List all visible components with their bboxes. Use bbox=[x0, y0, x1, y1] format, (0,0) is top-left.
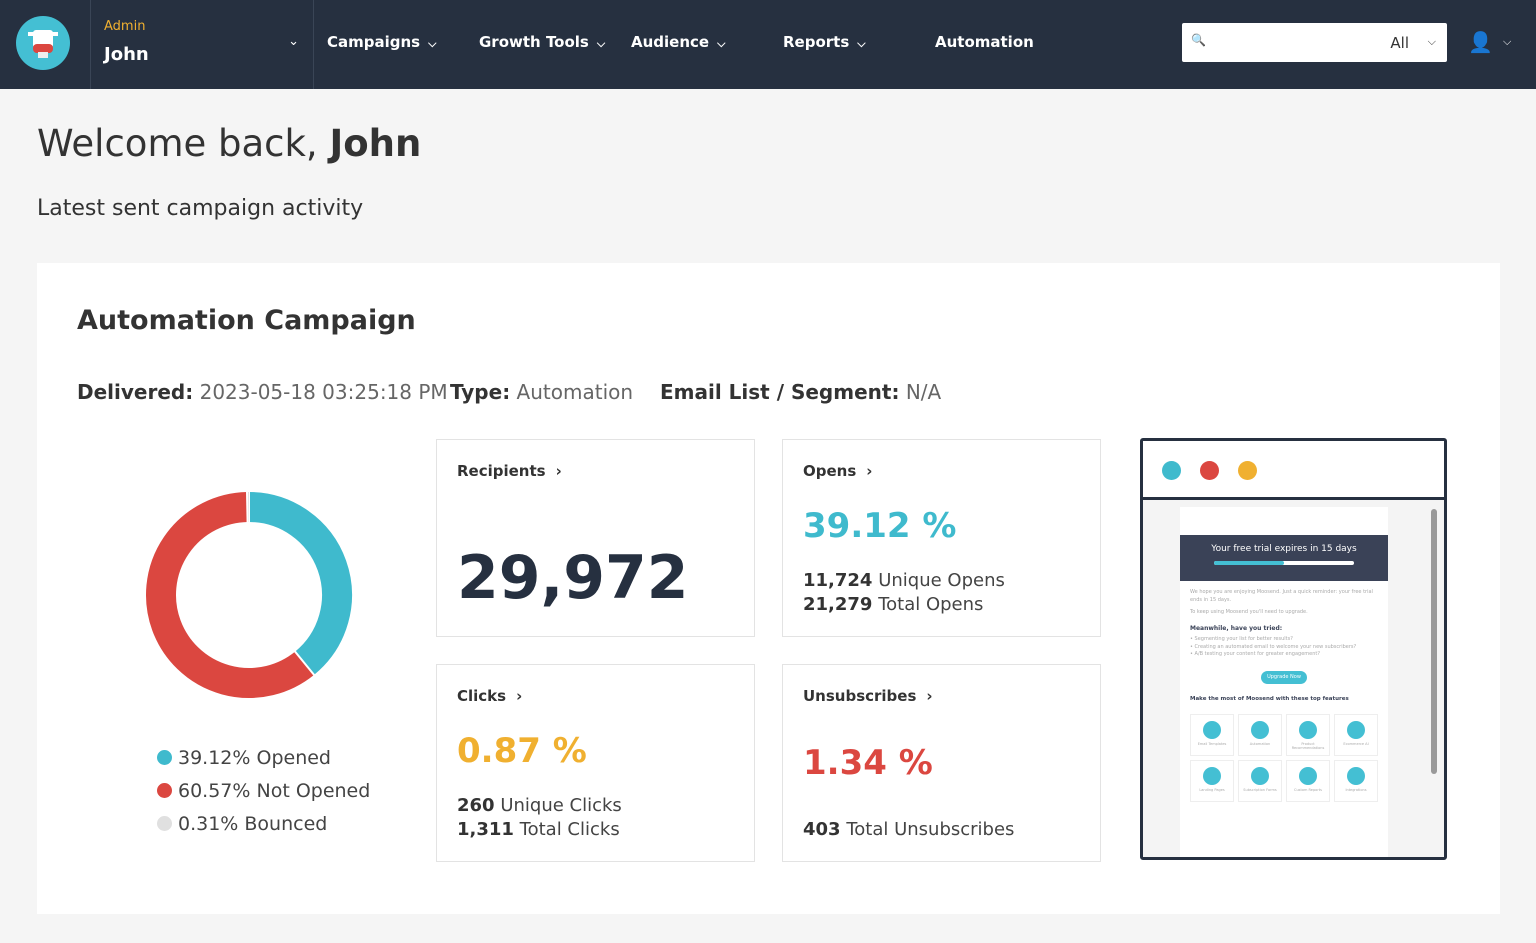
legend-opened: 39.12% Opened bbox=[157, 747, 331, 769]
nav-label: Growth Tools bbox=[479, 33, 589, 51]
chevron-down-icon: ⌄ bbox=[288, 34, 299, 49]
nav-label: Audience bbox=[631, 33, 710, 51]
type-meta: Type: Automation bbox=[450, 380, 634, 404]
email-preview[interactable]: moosend Your free trial expires in 15 da… bbox=[1140, 438, 1447, 860]
email-body: Your free trial expires in 15 days We ho… bbox=[1180, 507, 1388, 857]
chevron-down-icon[interactable]: ⌵ bbox=[1503, 35, 1512, 48]
chevron-down-icon: ⌵ bbox=[596, 37, 606, 50]
legend-not-opened: 60.57% Not Opened bbox=[157, 780, 370, 802]
page-subtitle: Latest sent campaign activity bbox=[37, 196, 364, 221]
recipients-link[interactable]: Recipients › bbox=[457, 462, 562, 480]
nav-label: Reports bbox=[783, 33, 850, 51]
window-dot-icon bbox=[1238, 461, 1257, 480]
donut-slice-not-opened bbox=[146, 492, 315, 698]
top-nav: Admin John ⌄ Campaigns ⌵ Growth Tools ⌵ Au… bbox=[0, 0, 1536, 89]
clicks-rate: 0.87 % bbox=[457, 731, 587, 771]
nav-reports[interactable]: Reports ⌵ bbox=[783, 33, 866, 51]
user-name: John bbox=[104, 44, 149, 65]
moosend-logo[interactable] bbox=[16, 16, 70, 70]
search-input[interactable]: 🔍 All ⌵ bbox=[1182, 23, 1447, 62]
chevron-right-icon: › bbox=[866, 462, 873, 480]
donut-separator bbox=[293, 650, 316, 677]
delivered-meta: Delivered: 2023-05-18 03:25:18 PM bbox=[77, 380, 448, 404]
chevron-right-icon: › bbox=[926, 687, 933, 705]
legend-dot bbox=[157, 816, 172, 831]
opens-link[interactable]: Opens › bbox=[803, 462, 873, 480]
chevron-down-icon: ⌵ bbox=[717, 37, 726, 50]
user-role: Admin bbox=[104, 19, 146, 34]
nav-audience[interactable]: Audience ⌵ bbox=[631, 33, 725, 51]
total-clicks: 1,311 Total Clicks bbox=[457, 819, 620, 840]
nav-growth-tools[interactable]: Growth Tools ⌵ bbox=[479, 33, 605, 51]
opens-donut-chart bbox=[146, 491, 352, 698]
nav-label: Automation bbox=[935, 33, 1034, 51]
total-opens: 21,279 Total Opens bbox=[803, 594, 984, 615]
chevron-right-icon: › bbox=[555, 462, 562, 480]
nav-label: Campaigns bbox=[327, 33, 421, 51]
unsubscribes-rate: 1.34 % bbox=[803, 743, 933, 783]
unsubscribes-link[interactable]: Unsubscribes › bbox=[803, 687, 933, 705]
unsubscribes-card: Unsubscribes › 1.34 % 403 Total Unsubscri… bbox=[782, 664, 1101, 862]
recipients-value: 29,972 bbox=[457, 543, 689, 613]
chevron-down-icon: ⌵ bbox=[428, 37, 437, 50]
upgrade-button: Upgrade Now bbox=[1261, 670, 1307, 684]
unique-clicks: 260 Unique Clicks bbox=[457, 795, 622, 816]
nav-automation[interactable]: Automation bbox=[935, 33, 1034, 51]
legend-dot bbox=[157, 783, 172, 798]
window-dot-icon bbox=[1162, 461, 1181, 480]
total-unsubscribes: 403 Total Unsubscribes bbox=[803, 819, 1015, 840]
window-dot-icon bbox=[1200, 461, 1219, 480]
unique-opens: 11,724 Unique Opens bbox=[803, 570, 1005, 591]
preview-scrollbar[interactable] bbox=[1431, 509, 1437, 774]
user-icon[interactable]: 👤 bbox=[1468, 30, 1493, 54]
campaign-card: Automation Campaign Delivered: 2023-05-1… bbox=[37, 263, 1500, 914]
campaign-title: Automation Campaign bbox=[77, 305, 416, 336]
donut-separator bbox=[245, 491, 249, 524]
page-title: Welcome back, John bbox=[37, 122, 422, 165]
nav-campaigns[interactable]: Campaigns ⌵ bbox=[327, 33, 436, 51]
opens-card: Opens › 39.12 % 11,724 Unique Opens 21,27… bbox=[782, 439, 1101, 637]
list-meta: Email List / Segment: N/A bbox=[660, 380, 942, 404]
account-switcher[interactable]: Admin John ⌄ bbox=[90, 0, 314, 89]
legend-dot bbox=[157, 750, 172, 765]
chevron-down-icon: ⌵ bbox=[857, 37, 866, 50]
feature-grid: Email Templates Automation Product Recomme… bbox=[1180, 712, 1388, 804]
chevron-right-icon: › bbox=[516, 687, 523, 705]
preview-window-bar bbox=[1143, 441, 1444, 500]
clicks-card: Clicks › 0.87 % 260 Unique Clicks 1,311 T… bbox=[436, 664, 755, 862]
opens-rate: 39.12 % bbox=[803, 506, 957, 546]
email-banner: Your free trial expires in 15 days bbox=[1180, 535, 1388, 581]
clicks-link[interactable]: Clicks › bbox=[457, 687, 523, 705]
chevron-down-icon: ⌵ bbox=[1427, 35, 1436, 48]
recipients-card: Recipients › 29,972 bbox=[436, 439, 755, 637]
search-icon: 🔍 bbox=[1191, 33, 1206, 47]
search-scope-select[interactable]: All bbox=[1390, 34, 1409, 52]
donut-slice-opened bbox=[248, 492, 352, 675]
legend-bounced: 0.31% Bounced bbox=[157, 813, 327, 835]
